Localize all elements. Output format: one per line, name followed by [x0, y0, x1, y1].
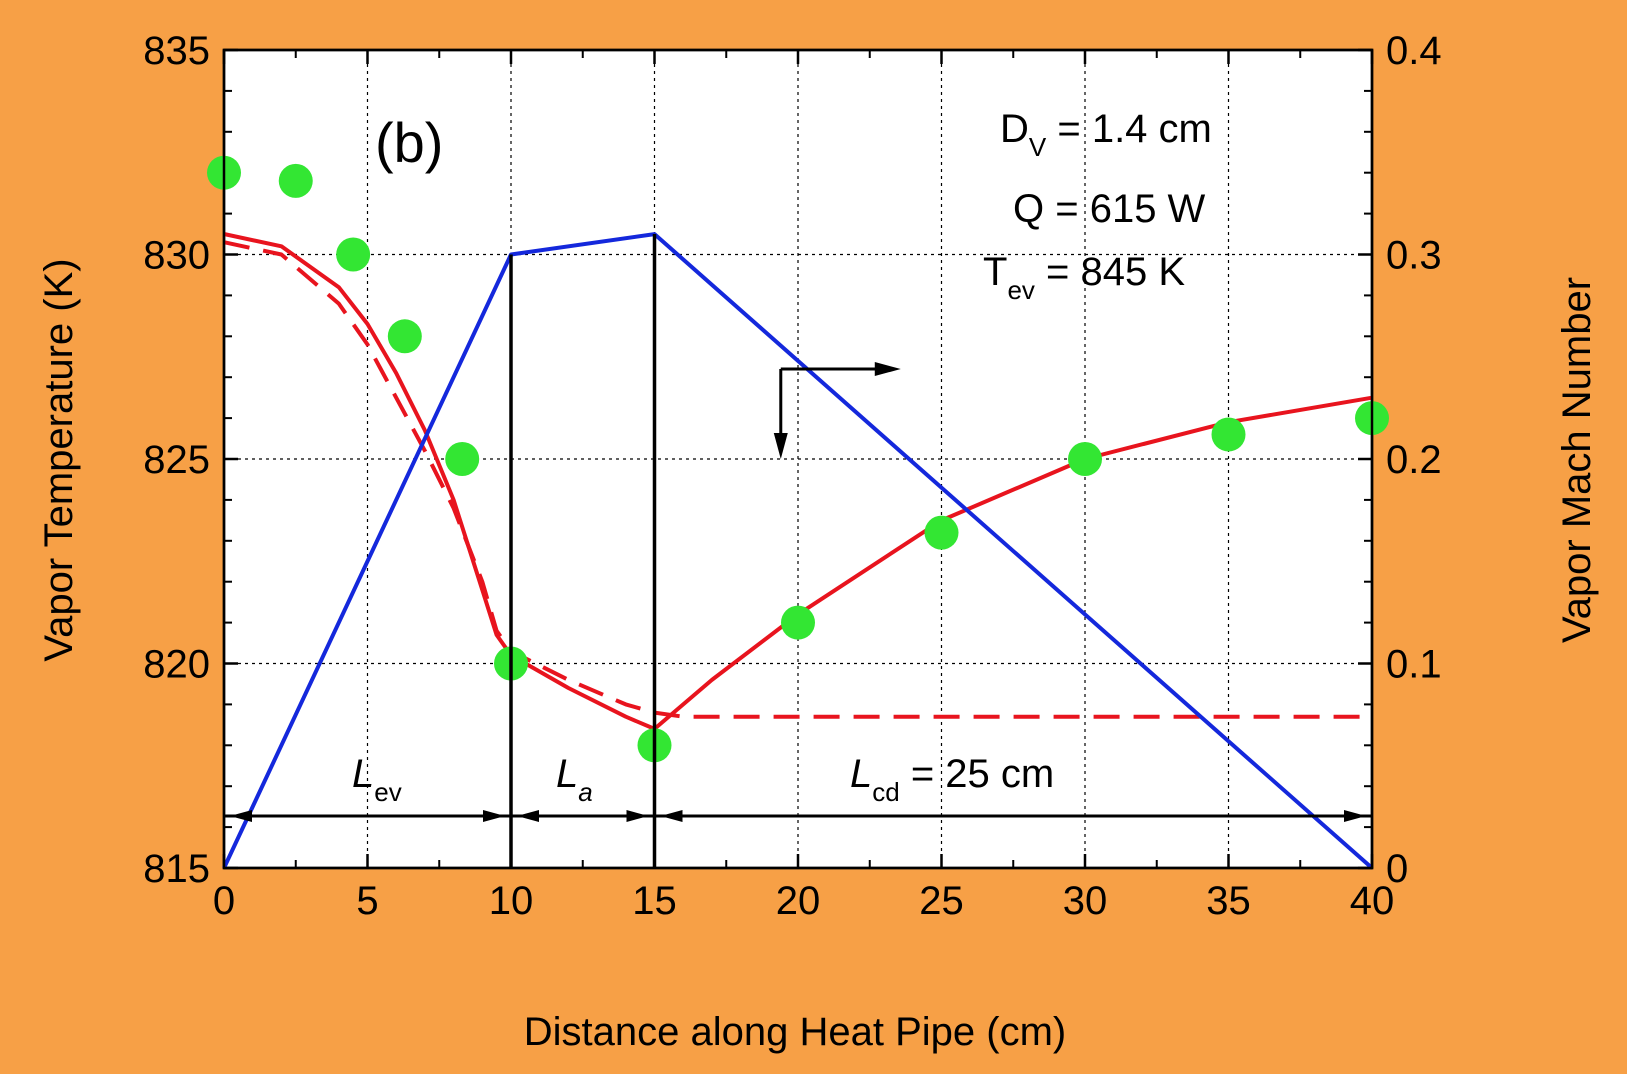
y-right-tick-label: 0.3	[1386, 234, 1442, 278]
x-tick-label: 0	[213, 879, 235, 923]
dimension-arrowhead	[626, 810, 649, 822]
y-tick-label: 825	[143, 438, 210, 482]
axis-indicator-arrowhead	[773, 433, 788, 460]
axis-indicator-arrowhead	[874, 362, 901, 377]
x-tick-label: 35	[1206, 879, 1251, 923]
dv-annotation: DV = 1.4 cm	[1000, 107, 1212, 162]
data-point	[781, 605, 815, 640]
data-point	[336, 237, 371, 272]
dimension-arrowhead	[517, 810, 539, 822]
dimension-arrowhead	[483, 810, 505, 822]
x-tick-label: 5	[356, 879, 378, 923]
x-tick-label: 30	[1063, 879, 1108, 923]
data-point	[278, 163, 313, 198]
y-tick-label: 835	[143, 29, 210, 73]
y-tick-label: 815	[143, 847, 210, 891]
dimension-arrowhead	[1344, 810, 1366, 822]
tev-annotation: Tev = 845 K	[983, 250, 1185, 305]
y-tick-label: 830	[143, 234, 210, 278]
plot-frame	[222, 48, 1374, 870]
l-ev-label: Lev	[352, 752, 402, 807]
dimension-arrowhead	[660, 810, 683, 822]
l-cd-label: Lcd = 25 cm	[850, 752, 1054, 807]
y-axis-title: Vapor Temperature (K)	[37, 258, 81, 661]
x-tick-label: 25	[919, 879, 964, 923]
dimension-arrowhead	[230, 810, 252, 822]
x-tick-label: 40	[1350, 879, 1395, 923]
data-point	[1211, 417, 1246, 452]
y-axis-right-title: Vapor Mach Number	[1555, 277, 1599, 643]
data-point	[445, 442, 480, 476]
x-axis-title: Distance along Heat Pipe (cm)	[524, 1010, 1066, 1054]
x-tick-label: 10	[489, 879, 534, 923]
l-a-label: La	[556, 752, 593, 807]
y-right-tick-label: 0.2	[1386, 438, 1442, 482]
data-point	[387, 319, 422, 354]
section-markers	[222, 48, 1374, 870]
x-tick-label: 20	[776, 879, 821, 923]
q-annotation: Q = 615 W	[1013, 187, 1206, 231]
y-right-tick-label: 0	[1386, 847, 1408, 891]
x-tick-label: 15	[632, 879, 677, 923]
data-point	[1068, 442, 1102, 476]
mach-number-line	[222, 232, 1374, 870]
panel-label: (b)	[375, 111, 443, 174]
tick-labels: 0 5 10 15 20 25 30 35 40 815 820 825 830 835 0 0.1 0.2 0.…	[143, 29, 1441, 923]
data-point	[924, 515, 959, 550]
y-right-tick-label: 0.4	[1386, 29, 1442, 73]
y-right-tick-label: 0.1	[1386, 643, 1442, 687]
y-tick-label: 820	[143, 643, 210, 687]
